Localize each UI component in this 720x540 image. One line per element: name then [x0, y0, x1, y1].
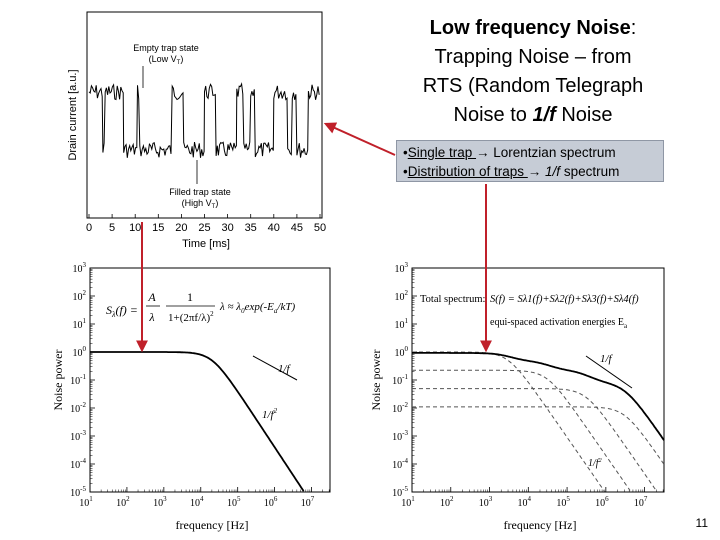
- xtick-label: 104: [190, 495, 204, 509]
- right-ylabel: Noise power: [369, 350, 383, 411]
- annot-empty-line1: Empty trap state: [133, 43, 199, 53]
- ytick-label: 10-5: [392, 485, 408, 499]
- lorentzian-formula: Sλ(f) = A λ 1 1+(2πf/λ)2 λ ≈ λ0exp(-Ea/k…: [106, 290, 295, 324]
- svg-text:λ: λ: [148, 310, 154, 324]
- ytick-label: 10-2: [392, 401, 408, 415]
- equi-spaced-label: equi-spaced activation energies Ea: [490, 317, 628, 330]
- title-line4: Noise to 1/f Noise: [453, 104, 613, 126]
- xtick-label: 101: [401, 495, 415, 509]
- left-xlabel: frequency [Hz]: [176, 518, 249, 532]
- xtick-label: 106: [264, 495, 278, 509]
- component-curve: [412, 351, 606, 492]
- total-spectrum-label: Total spectrum:: [420, 294, 486, 305]
- right-xlabel: frequency [Hz]: [504, 518, 577, 532]
- left-label-1f2: 1/f2: [262, 407, 278, 421]
- rts-trace: [88, 82, 320, 158]
- component-curve: [412, 406, 665, 465]
- title-line2: Trapping Noise – from: [434, 46, 632, 68]
- annot-filled-line1: Filled trap state: [169, 187, 231, 197]
- xtick-label: 105: [227, 495, 241, 509]
- svg-text:1+(2πf/λ)2: 1+(2πf/λ)2: [168, 310, 214, 324]
- xtick-label: 102: [116, 495, 130, 509]
- ytick-label: 10-3: [392, 429, 408, 443]
- rts-xtick-label: 25: [198, 222, 210, 234]
- xtick-label: 107: [634, 495, 648, 509]
- ytick-label: 10-1: [70, 373, 86, 387]
- ytick-label: 100: [73, 345, 87, 359]
- xtick-label: 101: [79, 495, 93, 509]
- left-label-1f: 1/f: [278, 363, 292, 375]
- bullet-single-trap: •Single trap → Lorentzian spectrum: [403, 145, 616, 160]
- ytick-label: 10-4: [70, 457, 86, 471]
- xtick-label: 105: [556, 495, 570, 509]
- xtick-label: 103: [479, 495, 493, 509]
- ytick-label: 103: [73, 261, 87, 275]
- rts-xtick-label: 30: [221, 222, 233, 234]
- rts-xtick-label: 10: [129, 222, 141, 234]
- ytick-label: 101: [73, 317, 87, 331]
- ytick-label: 101: [395, 317, 409, 331]
- rts-ylabel: Drain current [a.u.]: [67, 69, 79, 160]
- title-colon: :: [630, 17, 637, 39]
- total-spectrum-formula: S(f) = Sλ1(f)+Sλ2(f)+Sλ3(f)+Sλ4(f): [490, 294, 639, 305]
- component-curve: [412, 388, 657, 492]
- ytick-label: 10-3: [70, 429, 86, 443]
- ytick-label: 10-1: [392, 373, 408, 387]
- rts-xlabel: Time [ms]: [182, 238, 230, 250]
- ytick-label: 103: [395, 261, 409, 275]
- rts-xtick-label: 40: [268, 222, 280, 234]
- rts-xtick-label: 15: [152, 222, 164, 234]
- title-line3: RTS (Random Telegraph: [422, 75, 644, 97]
- annot-empty-line2: (Low VT): [149, 54, 184, 66]
- rts-xtick-label: 5: [109, 222, 115, 234]
- right-label-1f2: 1/f2: [588, 458, 602, 469]
- total-spectrum-curve: [412, 352, 665, 441]
- rts-xtick-label: 50: [314, 222, 326, 234]
- page-number: 11: [695, 516, 708, 530]
- bullet-box: •Single trap → Lorentzian spectrum •Dist…: [396, 140, 664, 182]
- xtick-label: 106: [595, 495, 609, 509]
- rts-xtick-label: 0: [86, 222, 92, 234]
- rts-xtick-label: 35: [245, 222, 257, 234]
- rts-plot: 0 5 10 15 20 25 30 35 40 45 50 Drain current [a.u.…: [67, 11, 326, 250]
- annot-filled-line2: (High VT): [182, 198, 219, 210]
- left-ylabel: Noise power: [51, 350, 65, 411]
- ytick-label: 102: [73, 289, 87, 303]
- ytick-label: 10-2: [70, 401, 86, 415]
- component-curve: [412, 369, 631, 491]
- xtick-label: 107: [301, 495, 315, 509]
- xtick-label: 104: [518, 495, 532, 509]
- bullet-distribution: •Distribution of traps → 1/f spectrum: [403, 164, 620, 179]
- xtick-label: 102: [440, 495, 454, 509]
- svg-text:A: A: [147, 290, 156, 304]
- title-bold: Low frequency Noise: [429, 17, 631, 39]
- rts-xtick-label: 20: [175, 222, 187, 234]
- arrow-title-to-rts: [323, 122, 396, 156]
- svg-text:Sλ(f) =: Sλ(f) =: [106, 303, 138, 319]
- rts-xtick-label: 45: [291, 222, 303, 234]
- lorentzian-curve: [90, 351, 305, 492]
- ytick-label: 102: [395, 289, 409, 303]
- rts-xticks: 0 5 10 15 20 25 30 35 40 45 50: [86, 214, 326, 234]
- svg-text:λ ≈ λ0exp(-Ea/kT): λ ≈ λ0exp(-Ea/kT): [219, 301, 295, 315]
- red-arrows: [136, 122, 492, 353]
- ytick-label: 10-5: [70, 485, 86, 499]
- xtick-label: 103: [153, 495, 167, 509]
- right-label-1f: 1/f: [600, 353, 614, 365]
- ytick-label: 100: [395, 345, 409, 359]
- ytick-label: 10-4: [392, 457, 408, 471]
- svg-text:1: 1: [187, 290, 193, 304]
- slide-title: Low frequency Noise: Trapping Noise – fr…: [388, 14, 678, 130]
- component-lorentzians: [412, 351, 665, 492]
